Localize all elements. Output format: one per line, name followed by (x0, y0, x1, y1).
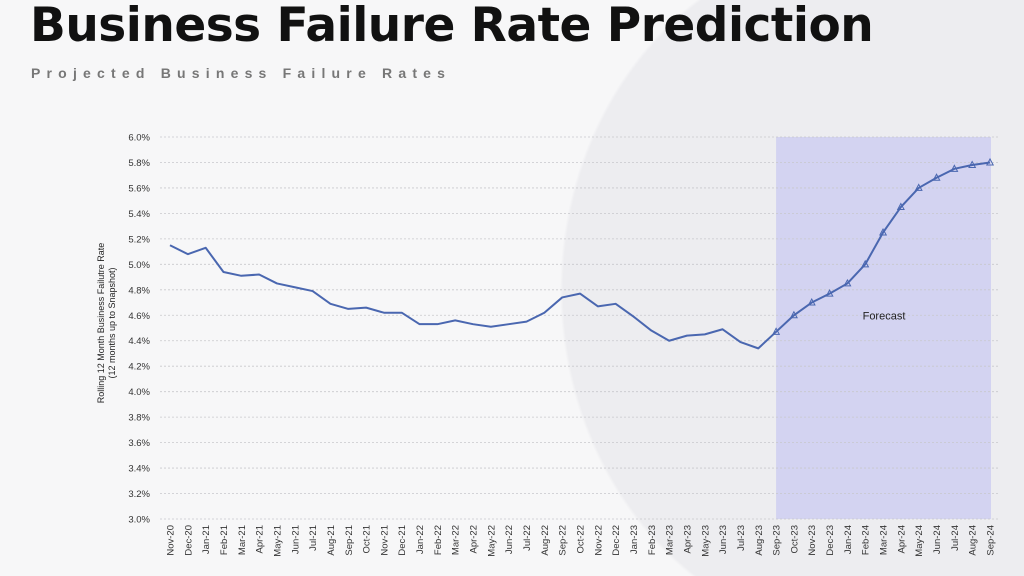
x-tick-label: Oct-21 (362, 525, 373, 554)
y-tick-label: 3.4% (128, 464, 150, 475)
y-tick-label: 4.8% (128, 285, 150, 296)
x-tick-label: Feb-23 (647, 525, 658, 555)
y-tick-label: 4.2% (128, 362, 150, 373)
y-tick-label: 4.6% (128, 311, 150, 322)
forecast-point-marker (789, 310, 798, 319)
x-tick-label: Sep-21 (344, 525, 355, 556)
y-tick-label: 4.0% (128, 387, 150, 398)
x-tick-label: Jan-22 (415, 525, 426, 554)
forecast-point-marker (985, 157, 995, 166)
x-tick-label: Dec-20 (183, 525, 194, 556)
x-tick-label: Jul-21 (308, 525, 319, 551)
y-tick-label: 5.8% (128, 158, 150, 169)
x-tick-label: Oct-22 (576, 525, 587, 554)
x-tick-label: Jun-23 (718, 525, 729, 554)
x-tick-label: Apr-21 (255, 525, 266, 554)
x-tick-label: Jan-24 (843, 525, 854, 554)
y-axis-title-line2: (12 months up to Snapshot) (107, 267, 117, 378)
x-tick-label: Apr-22 (469, 525, 480, 554)
forecast-label: Forecast (863, 310, 906, 322)
y-tick-label: 3.8% (128, 413, 150, 424)
x-tick-label: Jan-21 (201, 525, 212, 554)
page-subtitle: Projected Business Failure Rates (31, 65, 452, 81)
y-tick-label: 3.0% (128, 515, 150, 526)
forecast-point-marker (950, 164, 959, 172)
x-tick-label: Jun-22 (504, 525, 515, 554)
x-tick-label: Aug-24 (968, 525, 979, 556)
forecast-point-marker (825, 289, 834, 297)
x-tick-label: Nov-20 (166, 525, 177, 556)
y-axis-title-line1: Rolling 12 Month Business Failutre Rate (96, 243, 106, 404)
x-tick-label: Sep-24 (986, 525, 997, 556)
x-tick-label: Jul-24 (950, 525, 961, 551)
x-tick-label: Mar-21 (237, 525, 248, 555)
x-tick-label: Jul-23 (736, 525, 747, 551)
x-tick-label: Mar-24 (879, 525, 890, 555)
x-tick-label: Nov-22 (593, 525, 604, 556)
y-tick-label: 5.2% (128, 234, 150, 245)
x-tick-label: Aug-21 (326, 525, 337, 556)
page-title: Business Failure Rate Prediction (30, 0, 874, 53)
y-tick-label: 4.4% (128, 336, 150, 347)
x-tick-label: Oct-23 (789, 525, 800, 554)
x-tick-label: Dec-22 (611, 525, 622, 556)
x-tick-label: Aug-23 (754, 525, 765, 556)
x-tick-label: Nov-21 (379, 525, 390, 556)
forecast-point-marker (879, 227, 888, 236)
x-tick-label: May-24 (914, 525, 925, 557)
x-tick-label: Dec-21 (397, 525, 408, 556)
x-tick-label: Aug-22 (540, 525, 551, 556)
x-tick-label: Mar-22 (451, 525, 462, 555)
y-axis-title: Rolling 12 Month Business Failutre Rate(… (96, 243, 117, 404)
x-tick-label: Mar-23 (665, 525, 676, 555)
forecast-point-marker (968, 160, 977, 169)
y-tick-label: 3.2% (128, 489, 150, 500)
x-tick-label: Apr-23 (682, 525, 693, 554)
x-tick-label: Jul-22 (522, 525, 533, 551)
x-tick-label: Nov-23 (807, 525, 818, 556)
forecast-point-marker (861, 259, 870, 268)
x-tick-label: May-22 (486, 525, 497, 557)
x-tick-label: May-23 (700, 525, 711, 557)
y-tick-label: 5.4% (128, 209, 150, 220)
x-tick-label: Jun-24 (932, 525, 943, 554)
x-tick-label: Feb-21 (219, 525, 230, 555)
y-tick-label: 6.0% (128, 133, 150, 144)
x-tick-label: Jun-21 (290, 525, 301, 554)
forecast-point-marker (914, 183, 923, 191)
x-tick-label: Apr-24 (896, 525, 907, 554)
forecast-point-marker (843, 278, 852, 287)
y-tick-label: 3.6% (128, 438, 150, 449)
x-tick-label: Dec-23 (825, 525, 836, 556)
y-tick-label: 5.6% (128, 183, 150, 194)
y-tick-label: 5.0% (128, 260, 150, 271)
x-tick-label: Jan-23 (629, 525, 640, 554)
x-tick-label: May-21 (272, 525, 283, 557)
x-tick-label: Sep-22 (558, 525, 569, 556)
forecast-point-marker (772, 327, 781, 335)
forecast-point-marker (932, 173, 941, 181)
x-tick-label: Feb-22 (433, 525, 444, 555)
x-tick-label: Feb-24 (861, 525, 872, 555)
forecast-region (776, 137, 991, 519)
x-tick-label: Sep-23 (772, 525, 783, 556)
forecast-point-marker (807, 297, 816, 306)
forecast-point-marker (896, 202, 905, 211)
